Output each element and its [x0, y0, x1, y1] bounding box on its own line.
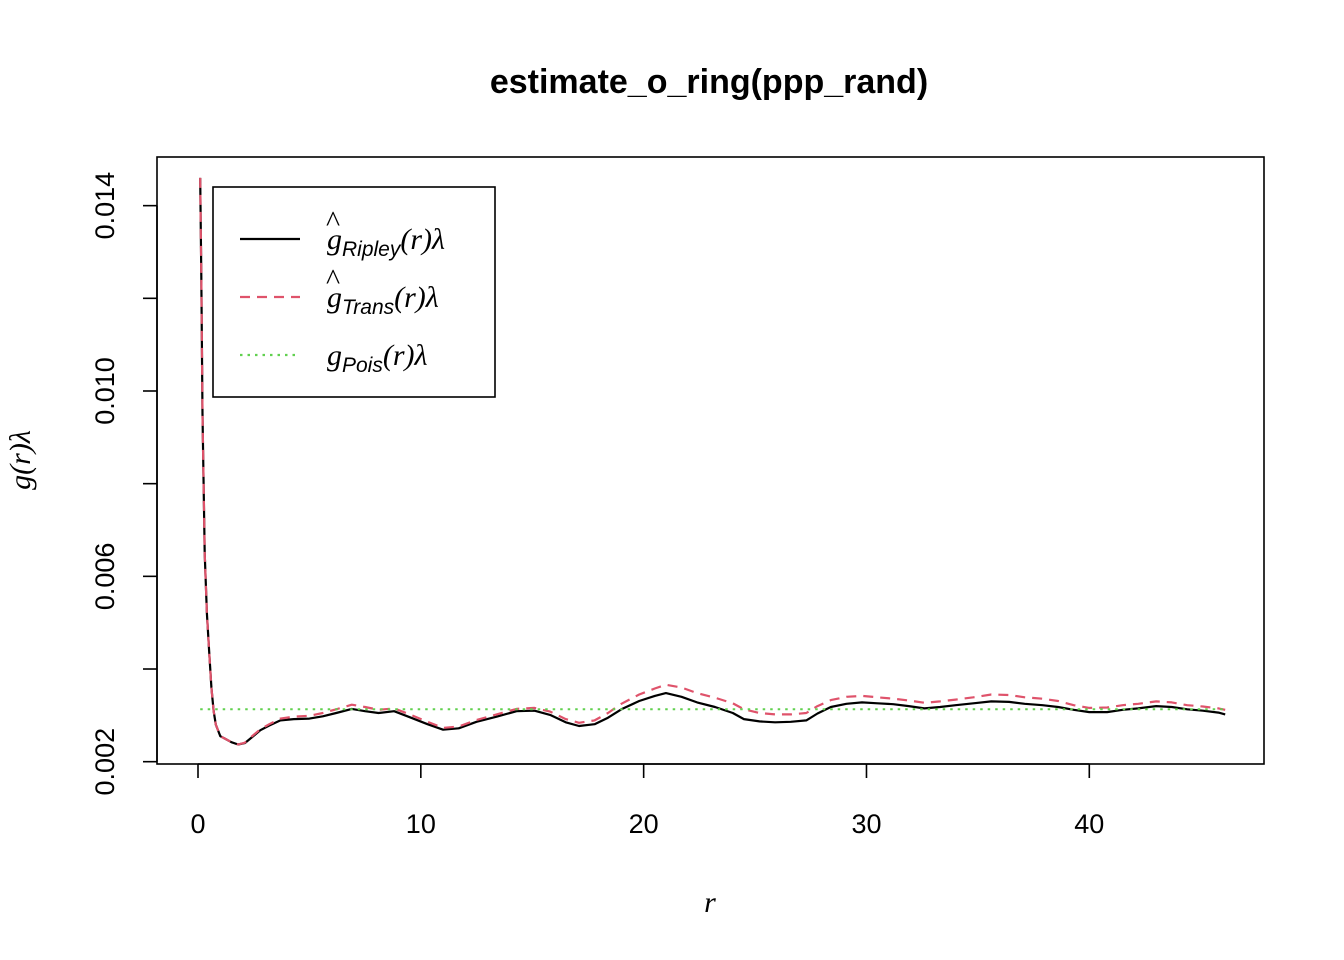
x-tick-label: 40	[1074, 809, 1104, 839]
y-tick-label: 0.014	[90, 172, 120, 240]
legend-label-pois: gPois(r)λ	[327, 339, 428, 377]
x-tick-label: 30	[851, 809, 881, 839]
legend: gRipley(r)λ^gTrans(r)λ^gPois(r)λ	[212, 186, 496, 398]
series-layer	[199, 177, 1226, 746]
series-line-trans	[199, 177, 1226, 746]
x-axis-label: r	[704, 886, 716, 919]
x-tick-label: 20	[629, 809, 659, 839]
y-tick-label: 0.006	[90, 543, 120, 611]
x-axis: 0 10 20 30 40	[190, 763, 1104, 839]
y-tick-label: 0.002	[90, 728, 120, 796]
legend-label-trans: gTrans(r)λ	[327, 281, 439, 319]
legend-box	[212, 186, 496, 398]
x-tick-label: 10	[406, 809, 436, 839]
legend-hat: ^	[326, 205, 340, 238]
y-tick-label: 0.010	[90, 357, 120, 425]
x-tick-label: 0	[190, 809, 205, 839]
y-axis-label: g(r)λ	[4, 430, 37, 490]
y-axis: 0.002 0.006 0.010 0.014	[90, 172, 158, 796]
legend-hat: ^	[326, 263, 340, 296]
chart-title: estimate_o_ring(ppp_rand)	[490, 63, 928, 101]
legend-label-ripley: gRipley(r)λ	[327, 223, 445, 261]
